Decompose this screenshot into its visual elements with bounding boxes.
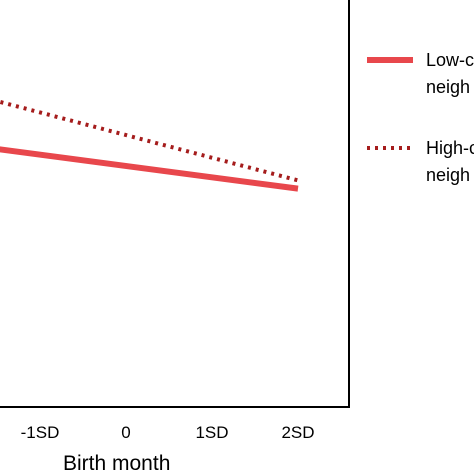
legend-label-low-line2: neigh: [426, 77, 470, 97]
series-line-low: [0, 146, 299, 192]
legend-label-high: High-c: [426, 138, 474, 158]
x-tick-label: 1SD: [195, 423, 228, 442]
x-tick-label: 2SD: [281, 423, 314, 442]
x-tick-label: 0: [121, 423, 130, 442]
legend-label-low: Low-c: [426, 50, 474, 70]
x-tick-layer: -1SD 0 1SD 2SD: [21, 423, 315, 442]
legend: Low-c neigh High-c neigh: [367, 50, 474, 185]
x-axis-title: Birth month: [63, 452, 170, 474]
series-line-high: [0, 99, 299, 183]
plot-area-frame: [0, 0, 350, 408]
x-tick-label: -1SD: [21, 423, 60, 442]
legend-label-high-line2: neigh: [426, 165, 470, 185]
series-layer: [0, 99, 299, 192]
